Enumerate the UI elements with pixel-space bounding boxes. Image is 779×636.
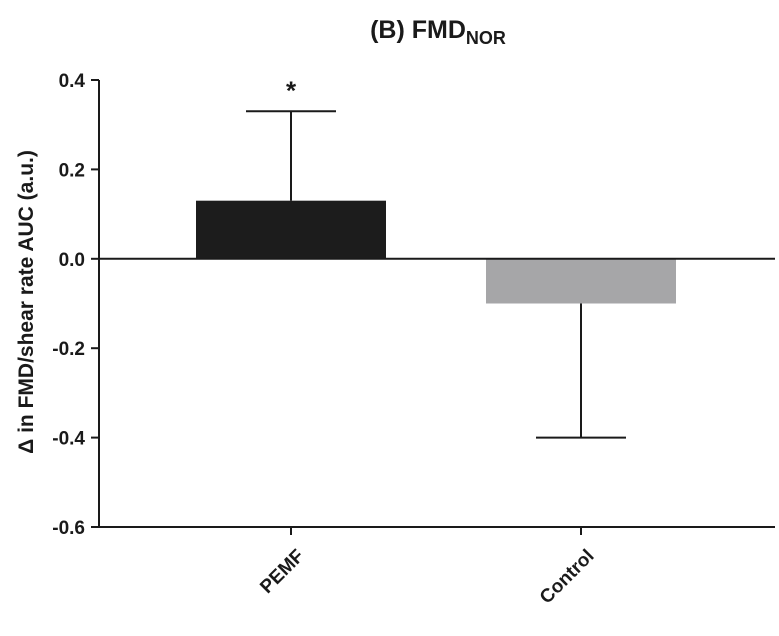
y-tick-label: 0.4: [59, 71, 86, 92]
y-tick-label: -0.2: [52, 339, 85, 360]
bar-pemf: [196, 200, 386, 259]
y-tick-label: -0.6: [52, 518, 85, 539]
significance-marker: *: [286, 75, 297, 105]
y-tick-label: -0.4: [52, 429, 85, 450]
y-axis-label: Δ in FMD/shear rate AUC (a.u.): [15, 150, 38, 454]
chart-title: (B) FMDNOR: [370, 16, 506, 48]
y-tick-label: 0.2: [59, 160, 85, 181]
bar-control: [486, 258, 676, 304]
svg-text:(B) FMDNOR: (B) FMDNOR: [370, 16, 506, 48]
x-tick-label-pemf: PEMF: [256, 546, 308, 598]
title-subscript: NOR: [466, 28, 506, 48]
x-tick-label-control: Control: [536, 546, 599, 609]
y-tick-label: 0.0: [59, 250, 85, 271]
title-text: (B) FMD: [370, 16, 466, 44]
plot-area: 0.4 0.2 0.0 -0.2 -0.4 -0.6 PEMF Control *: [52, 71, 775, 608]
